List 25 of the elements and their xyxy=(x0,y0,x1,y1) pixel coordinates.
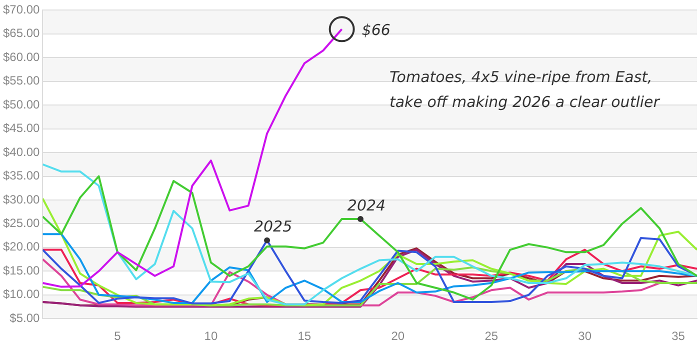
y-tick-label: $70.00 xyxy=(3,2,40,17)
x-tick-label: 15 xyxy=(298,329,312,344)
x-tick-label: 5 xyxy=(114,329,122,344)
y-tick-label: $15.00 xyxy=(3,263,40,278)
y-tick-label: $10.00 xyxy=(3,287,40,302)
y-tick-label: $25.00 xyxy=(3,216,40,230)
y-tick-label: $40.00 xyxy=(3,144,40,159)
x-tick-label: 10 xyxy=(204,329,218,344)
y-tick-label: $50.00 xyxy=(3,97,40,112)
annotation: Tomatoes, 4x5 vine-ripe from East, take off making 2026 a clear outlier xyxy=(389,68,660,112)
y-tick-label: $45.00 xyxy=(3,121,40,136)
annotation: 2024 xyxy=(347,196,386,214)
y-tick-label: $35.00 xyxy=(3,168,40,183)
y-tick-label: $60.00 xyxy=(3,50,40,64)
y-tick-label: $65.00 xyxy=(3,26,40,40)
annotation: 2025 xyxy=(254,218,292,236)
x-tick-label: 30 xyxy=(578,329,592,344)
y-tick-label: $5.00 xyxy=(10,310,40,325)
y-tick-label: $30.00 xyxy=(3,192,40,206)
x-tick-label: 20 xyxy=(391,329,405,344)
y-tick-label: $55.00 xyxy=(3,74,40,88)
x-tick-label: 35 xyxy=(672,329,686,344)
annotation: $66 xyxy=(362,21,390,40)
y-tick-label: $20.00 xyxy=(3,240,40,254)
x-tick-label: 25 xyxy=(484,329,498,344)
